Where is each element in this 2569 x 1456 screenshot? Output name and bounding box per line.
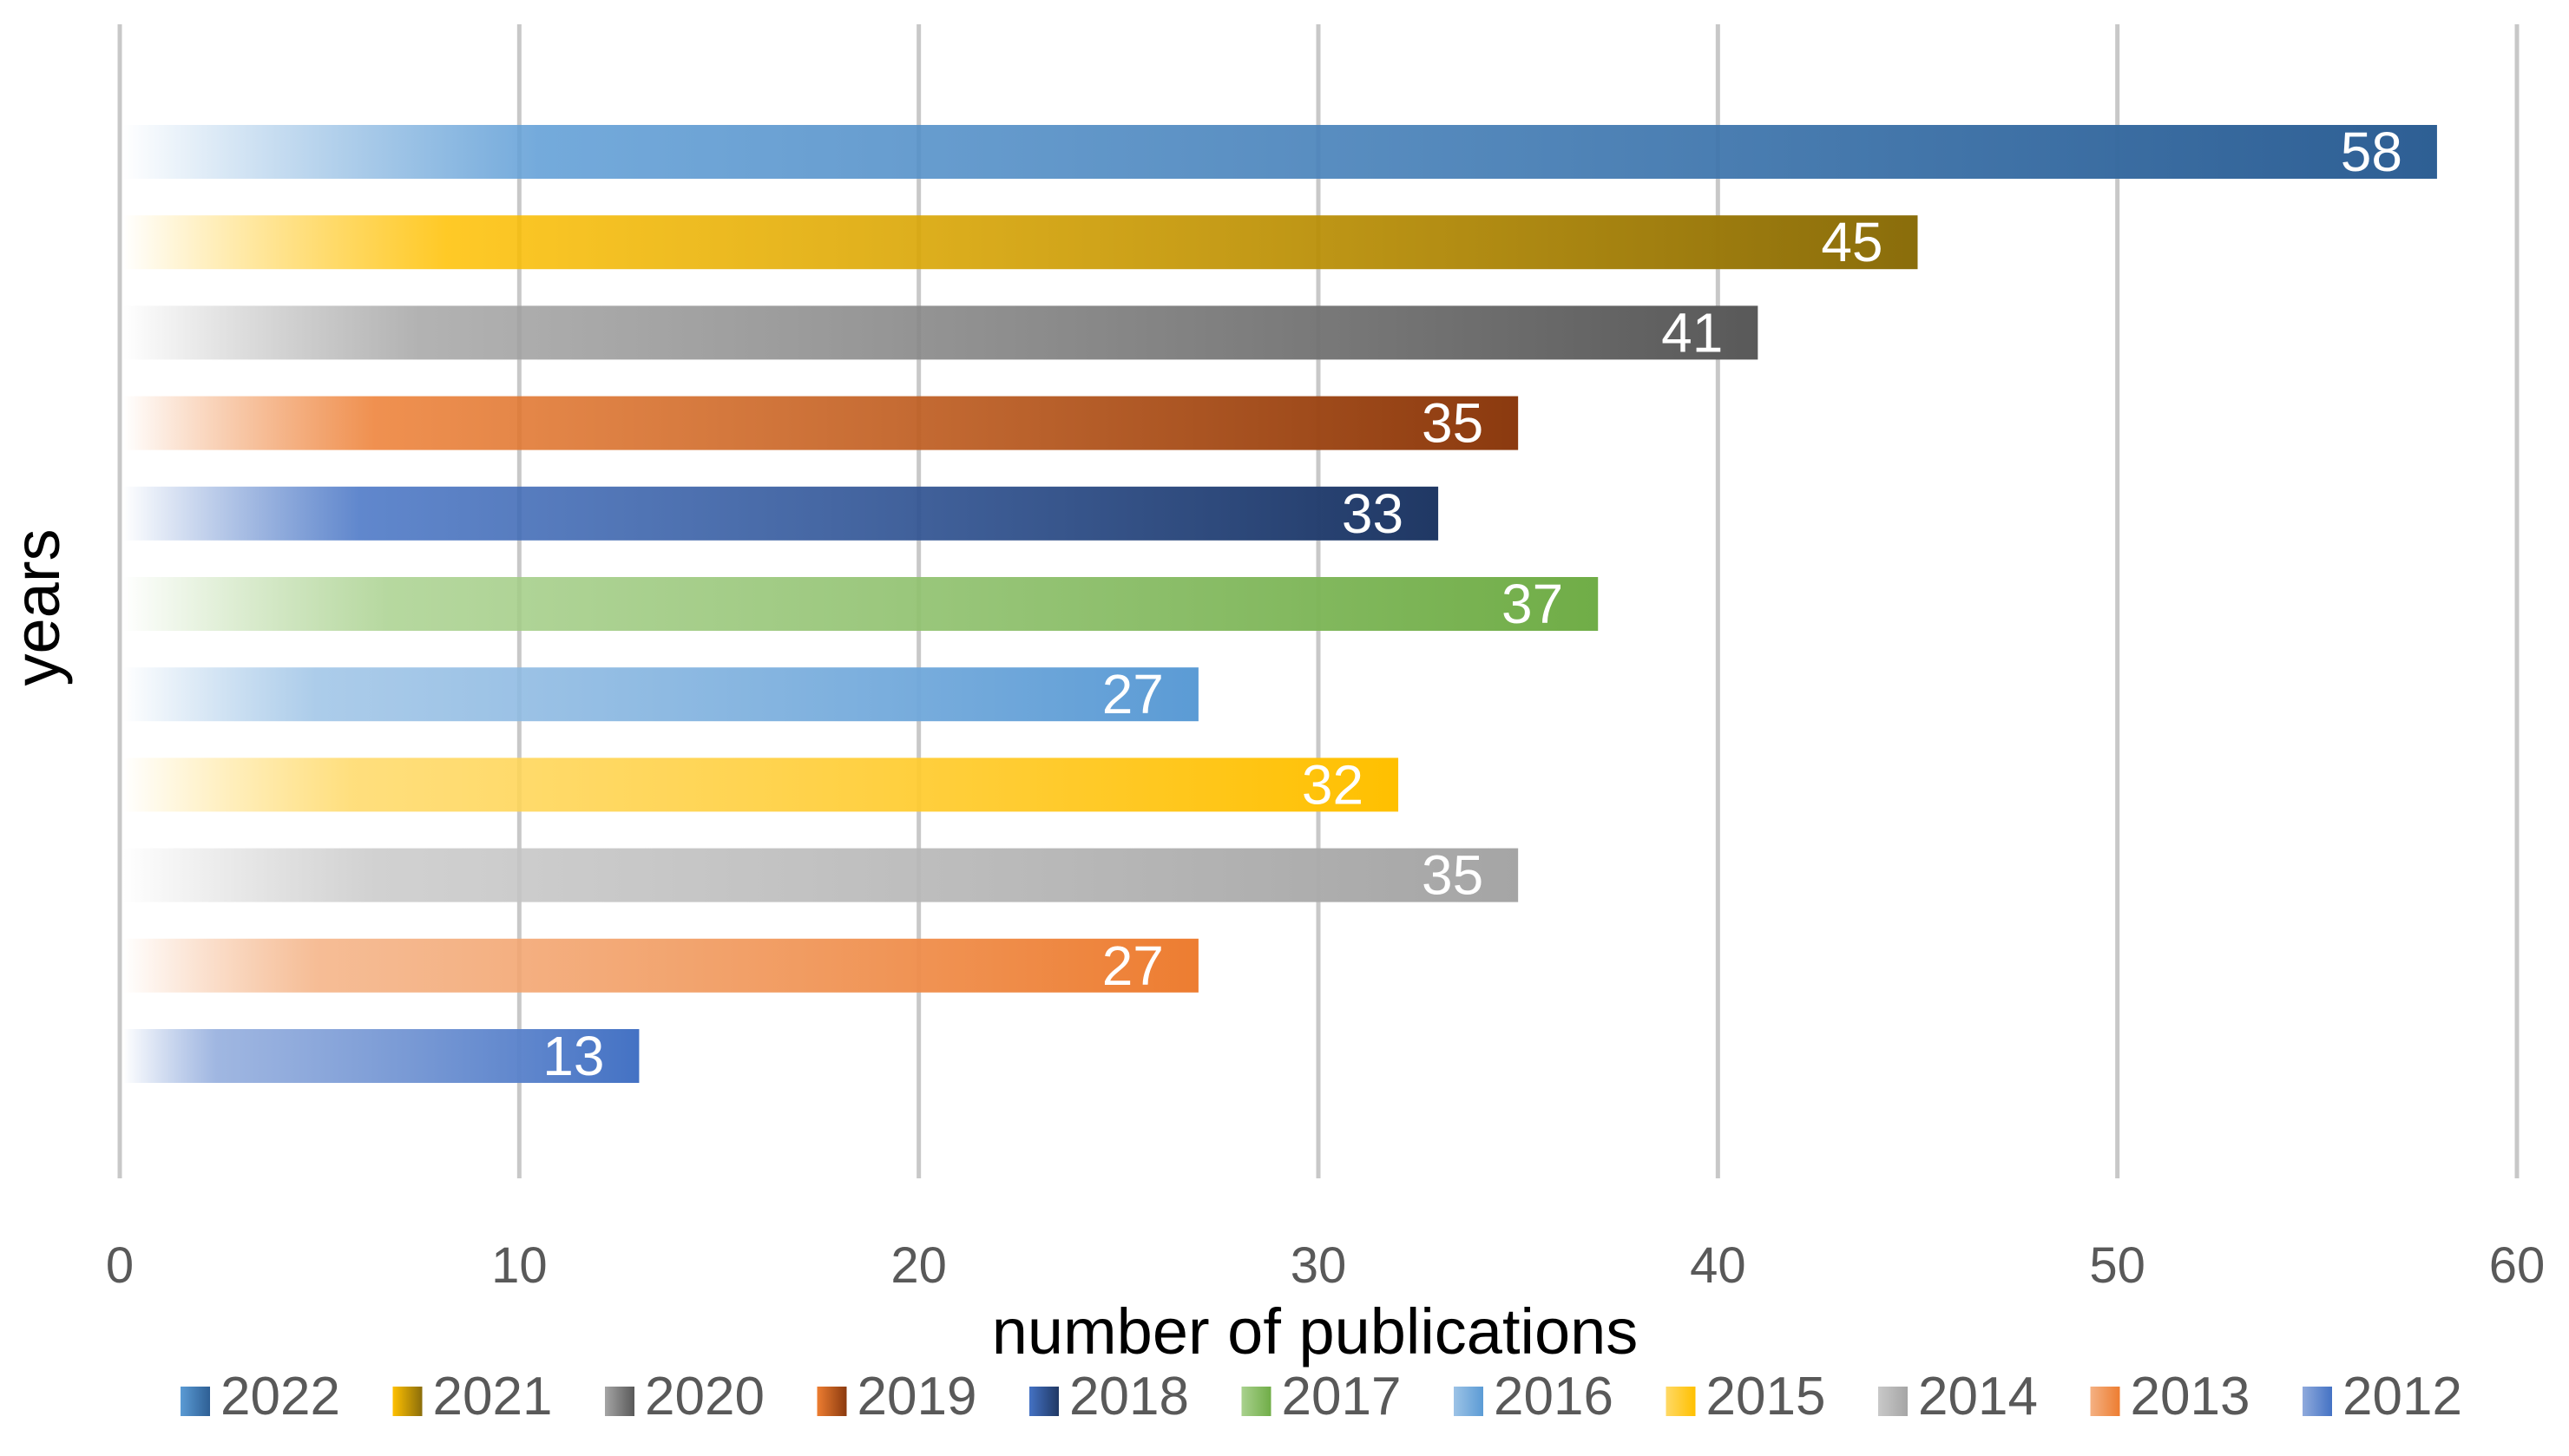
- bar-2014: [123, 848, 1519, 902]
- legend-swatch-2022: [181, 1387, 210, 1416]
- legend: 2022 2021 2020 2019 2018 2017 2016 2015 2014 2013…: [181, 1367, 2462, 1426]
- x-tick-label: 40: [1690, 1237, 1746, 1294]
- legend-label-2013: 2013: [2131, 1367, 2250, 1426]
- data-label-2012: 13: [542, 1025, 604, 1087]
- legend-swatch-2012: [2303, 1387, 2332, 1416]
- legend-label-2019: 2019: [857, 1367, 977, 1426]
- data-label-2017: 37: [1501, 573, 1563, 635]
- x-tick-label: 10: [491, 1237, 548, 1294]
- bar-2022: [123, 125, 2437, 179]
- bar-2017: [123, 577, 1599, 631]
- legend-swatch-2020: [605, 1387, 634, 1416]
- data-label-2018: 33: [1342, 482, 1403, 545]
- data-label-2021: 45: [1821, 211, 1882, 273]
- data-label-2016: 27: [1102, 663, 1164, 725]
- legend-label-2014: 2014: [1918, 1367, 2038, 1426]
- legend-swatch-2014: [1878, 1387, 1908, 1416]
- x-tick-label: 0: [106, 1237, 134, 1294]
- legend-label-2021: 2021: [433, 1367, 553, 1426]
- data-label-2015: 32: [1302, 753, 1363, 816]
- x-tick-label: 30: [1291, 1237, 1347, 1294]
- x-tick-label: 60: [2489, 1237, 2546, 1294]
- data-label-2019: 35: [1422, 392, 1483, 455]
- legend-swatch-2019: [817, 1387, 847, 1416]
- data-label-2020: 41: [1661, 301, 1723, 364]
- legend-label-2020: 2020: [645, 1367, 765, 1426]
- bar-2013: [123, 938, 1199, 993]
- data-label-2013: 27: [1102, 935, 1164, 997]
- legend-label-2012: 2012: [2342, 1367, 2462, 1426]
- legend-label-2022: 2022: [220, 1367, 340, 1426]
- x-tick-label: 20: [890, 1237, 947, 1294]
- x-tick-label: 50: [2089, 1237, 2145, 1294]
- legend-swatch-2013: [2090, 1387, 2120, 1416]
- data-label-2014: 35: [1422, 844, 1483, 907]
- bars: 58 45 41 35 33 37 27 32 35 27 13: [123, 121, 2437, 1087]
- legend-swatch-2015: [1666, 1387, 1696, 1416]
- legend-swatch-2021: [392, 1387, 423, 1416]
- legend-label-2017: 2017: [1282, 1367, 1402, 1426]
- x-axis-title: number of publications: [992, 1295, 1639, 1367]
- bar-2016: [123, 667, 1199, 722]
- legend-swatch-2016: [1454, 1387, 1483, 1416]
- bar-2015: [123, 758, 1399, 812]
- bar-2021: [123, 215, 1918, 270]
- legend-swatch-2017: [1241, 1387, 1271, 1416]
- legend-label-2018: 2018: [1069, 1367, 1189, 1426]
- x-axis-ticks: 0 10 20 30 40 50 60: [106, 1237, 2545, 1294]
- data-label-2022: 58: [2341, 121, 2402, 183]
- legend-label-2016: 2016: [1494, 1367, 1613, 1426]
- y-axis-title: years: [1, 529, 73, 686]
- legend-label-2015: 2015: [1706, 1367, 1826, 1426]
- bar-2019: [123, 396, 1519, 450]
- bar-2018: [123, 486, 1439, 541]
- bar-2012: [123, 1029, 640, 1083]
- bar-2020: [123, 305, 1758, 360]
- legend-swatch-2018: [1029, 1387, 1059, 1416]
